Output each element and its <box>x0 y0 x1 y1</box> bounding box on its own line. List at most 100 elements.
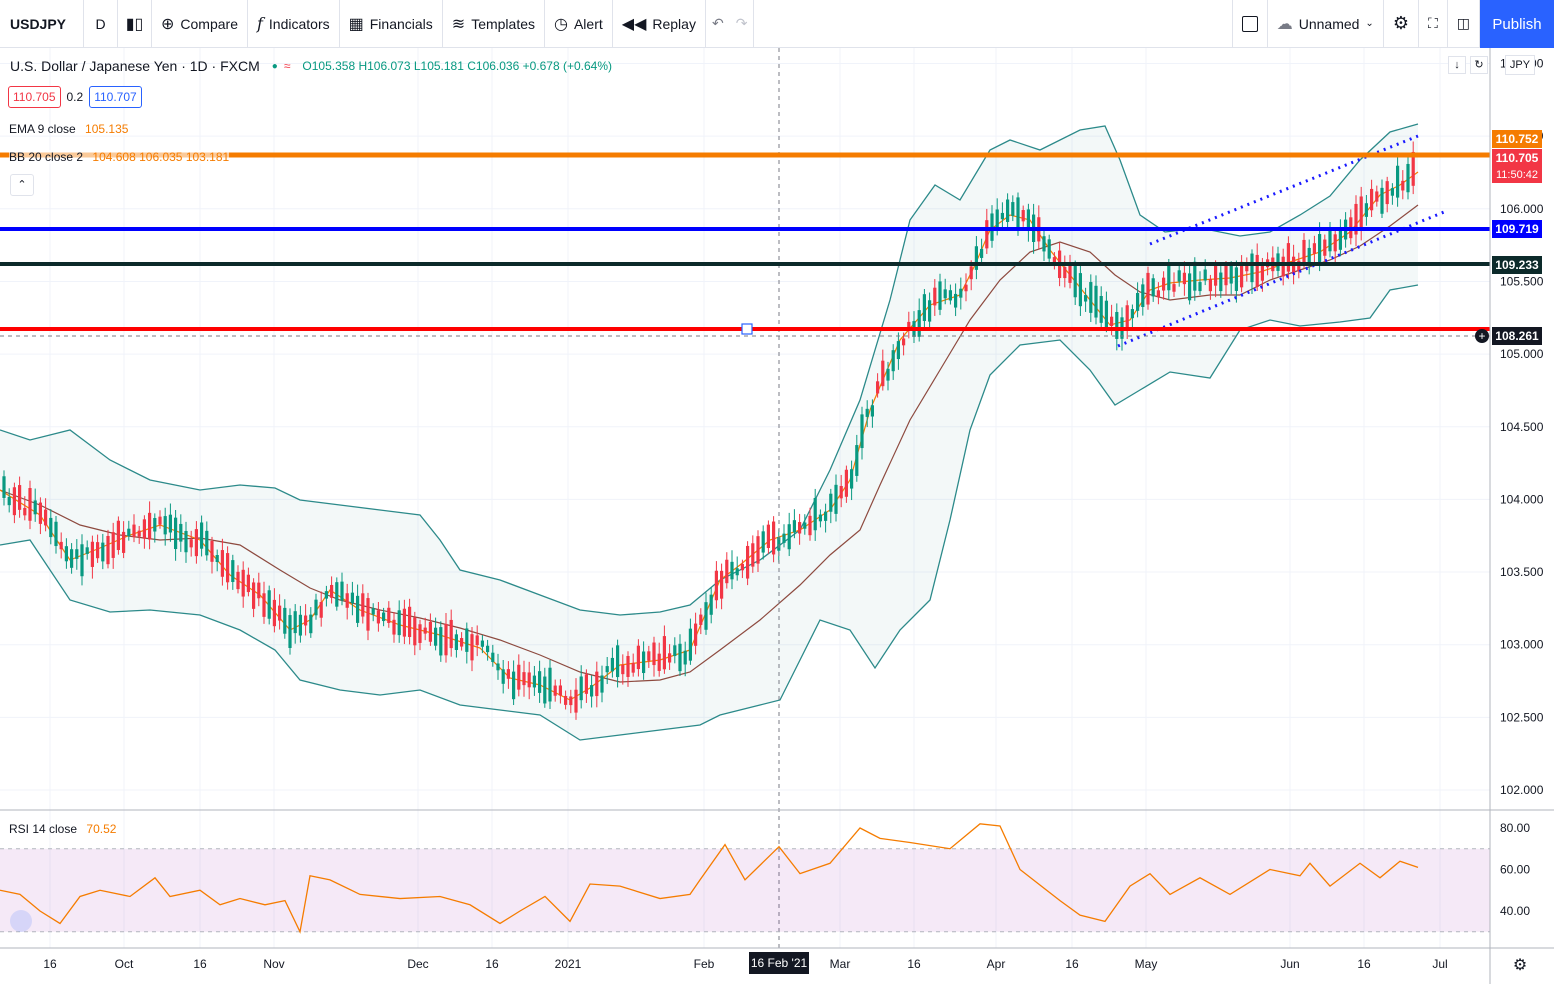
templates-button[interactable]: ≋ Templates <box>443 0 545 48</box>
crosshair-date-label: 16 Feb '21 <box>749 952 809 974</box>
candle-body <box>262 593 266 617</box>
rsi-tick-label: 80.00 <box>1500 821 1530 835</box>
fullscreen-button[interactable]: ⛶ <box>1419 0 1448 48</box>
candle-body <box>959 288 963 298</box>
candle-body <box>340 581 344 601</box>
redo-button[interactable]: ↷ <box>730 0 755 48</box>
candle-body <box>491 652 495 663</box>
candle-body <box>1084 295 1088 302</box>
candle-body <box>444 623 448 656</box>
alert-button[interactable]: ◷ Alert <box>545 0 613 48</box>
candle-body <box>985 220 989 249</box>
replay-button[interactable]: ◀◀ Replay <box>613 0 706 48</box>
price-tick-label: 104.500 <box>1500 420 1544 434</box>
candle-body <box>1385 181 1389 205</box>
candle-body <box>1406 163 1410 193</box>
price-tick-label: 102.000 <box>1500 783 1544 797</box>
candle-body <box>881 360 885 387</box>
spread-value: 0.2 <box>66 90 84 104</box>
candle-body <box>1130 309 1134 319</box>
collapse-legend-button[interactable]: ⌃ <box>10 174 34 196</box>
buy-sell-panel: 110.705 0.2 110.707 <box>8 86 142 108</box>
candle-body <box>272 599 276 627</box>
candle-body <box>751 543 755 567</box>
refresh-icon: ↻ <box>1474 59 1484 71</box>
price-tick-label: 103.000 <box>1500 638 1544 652</box>
candle-body <box>64 546 68 562</box>
candle-body <box>902 338 906 346</box>
candle-body <box>1188 273 1192 301</box>
candle-body <box>1333 234 1337 252</box>
symbol-search-button[interactable]: USDJPY <box>0 0 84 48</box>
templates-icon: ≋ <box>451 15 466 33</box>
candle-body <box>928 300 932 322</box>
candle-body <box>90 541 94 567</box>
undo-button[interactable]: ↶ <box>706 0 730 48</box>
candle-body <box>96 542 100 559</box>
price-chart[interactable]: 16 Oct 16 Nov Dec 16 2021 Feb Mar 16 Apr 16 May Jun 16… <box>0 48 1554 984</box>
candle-body <box>428 621 432 642</box>
candle-body <box>631 662 635 673</box>
candle-body <box>527 672 531 688</box>
candle-body <box>205 530 209 556</box>
bar-chart-icon: ▦ <box>348 15 364 33</box>
sell-button[interactable]: 110.705 <box>8 86 61 108</box>
candle-body <box>2 476 6 498</box>
candle-body <box>1214 265 1218 286</box>
ema-legend[interactable]: EMA 9 close 105.135 <box>9 122 128 136</box>
compare-button[interactable]: ⊕ Compare <box>152 0 248 48</box>
indicators-button[interactable]: f Indicators <box>248 0 340 48</box>
candle-body <box>917 310 921 337</box>
chevron-down-icon: ⌄ <box>1365 18 1374 29</box>
candle-body <box>1177 270 1181 282</box>
candle-body <box>548 667 552 702</box>
candle-body <box>215 555 219 563</box>
rsi-line <box>0 823 1419 934</box>
candle-body <box>1094 285 1098 318</box>
candle-body <box>1052 257 1056 265</box>
price-tick-label: 102.500 <box>1500 710 1544 724</box>
candle-body <box>231 560 235 583</box>
time-tick-label: Mar <box>830 957 851 971</box>
snapshot-button[interactable]: ◫ <box>1448 0 1480 48</box>
bb-legend[interactable]: BB 20 close 2 104.608 106.035 103.181 <box>9 150 230 164</box>
currency-selector[interactable]: JPY <box>1505 55 1535 75</box>
candle-body <box>933 287 937 306</box>
bb-fill <box>0 124 1418 740</box>
candle-body <box>257 582 261 599</box>
layout-name-button[interactable]: ☁ Unnamed ⌄ <box>1268 0 1384 48</box>
black-line-label-bg <box>1492 256 1542 274</box>
candle-body <box>818 514 822 522</box>
settings-button[interactable]: ⚙ <box>1384 0 1419 48</box>
financials-button[interactable]: ▦ Financials <box>340 0 443 48</box>
candle-body <box>574 689 578 713</box>
candle-body <box>876 381 880 394</box>
top-toolbar: USDJPY D ▮▯ ⊕ Compare f Indicators ▦ Fin… <box>0 0 1554 48</box>
rsi-band <box>0 848 1490 932</box>
candle-body <box>439 627 443 656</box>
candle-body <box>1328 229 1332 252</box>
candle-body <box>496 663 500 671</box>
candle-body <box>101 542 105 562</box>
candle-body <box>538 671 542 693</box>
candle-body <box>626 655 630 677</box>
buy-button[interactable]: 110.707 <box>89 86 142 108</box>
chart-type-button[interactable]: ▮▯ <box>118 0 152 48</box>
candle-body <box>569 696 573 706</box>
rsi-legend[interactable]: RSI 14 close 70.52 <box>9 822 116 836</box>
candle-body <box>413 617 417 646</box>
candle-body <box>964 284 968 292</box>
interval-button[interactable]: D <box>84 0 118 48</box>
select-layout-button[interactable] <box>1231 0 1268 48</box>
candle-body <box>1156 290 1160 298</box>
time-tick-label: Oct <box>115 957 134 971</box>
candle-body <box>590 685 594 697</box>
candle-body <box>1224 265 1228 286</box>
symbol-title: U.S. Dollar / Japanese Yen · 1D · FXCM <box>10 58 260 74</box>
download-button[interactable]: ↓ <box>1448 56 1466 74</box>
reset-chart-button[interactable]: ↻ <box>1470 56 1488 74</box>
candle-body <box>80 544 84 577</box>
candle-body <box>397 610 401 636</box>
candle-body <box>449 619 453 649</box>
publish-button[interactable]: Publish <box>1480 0 1554 48</box>
